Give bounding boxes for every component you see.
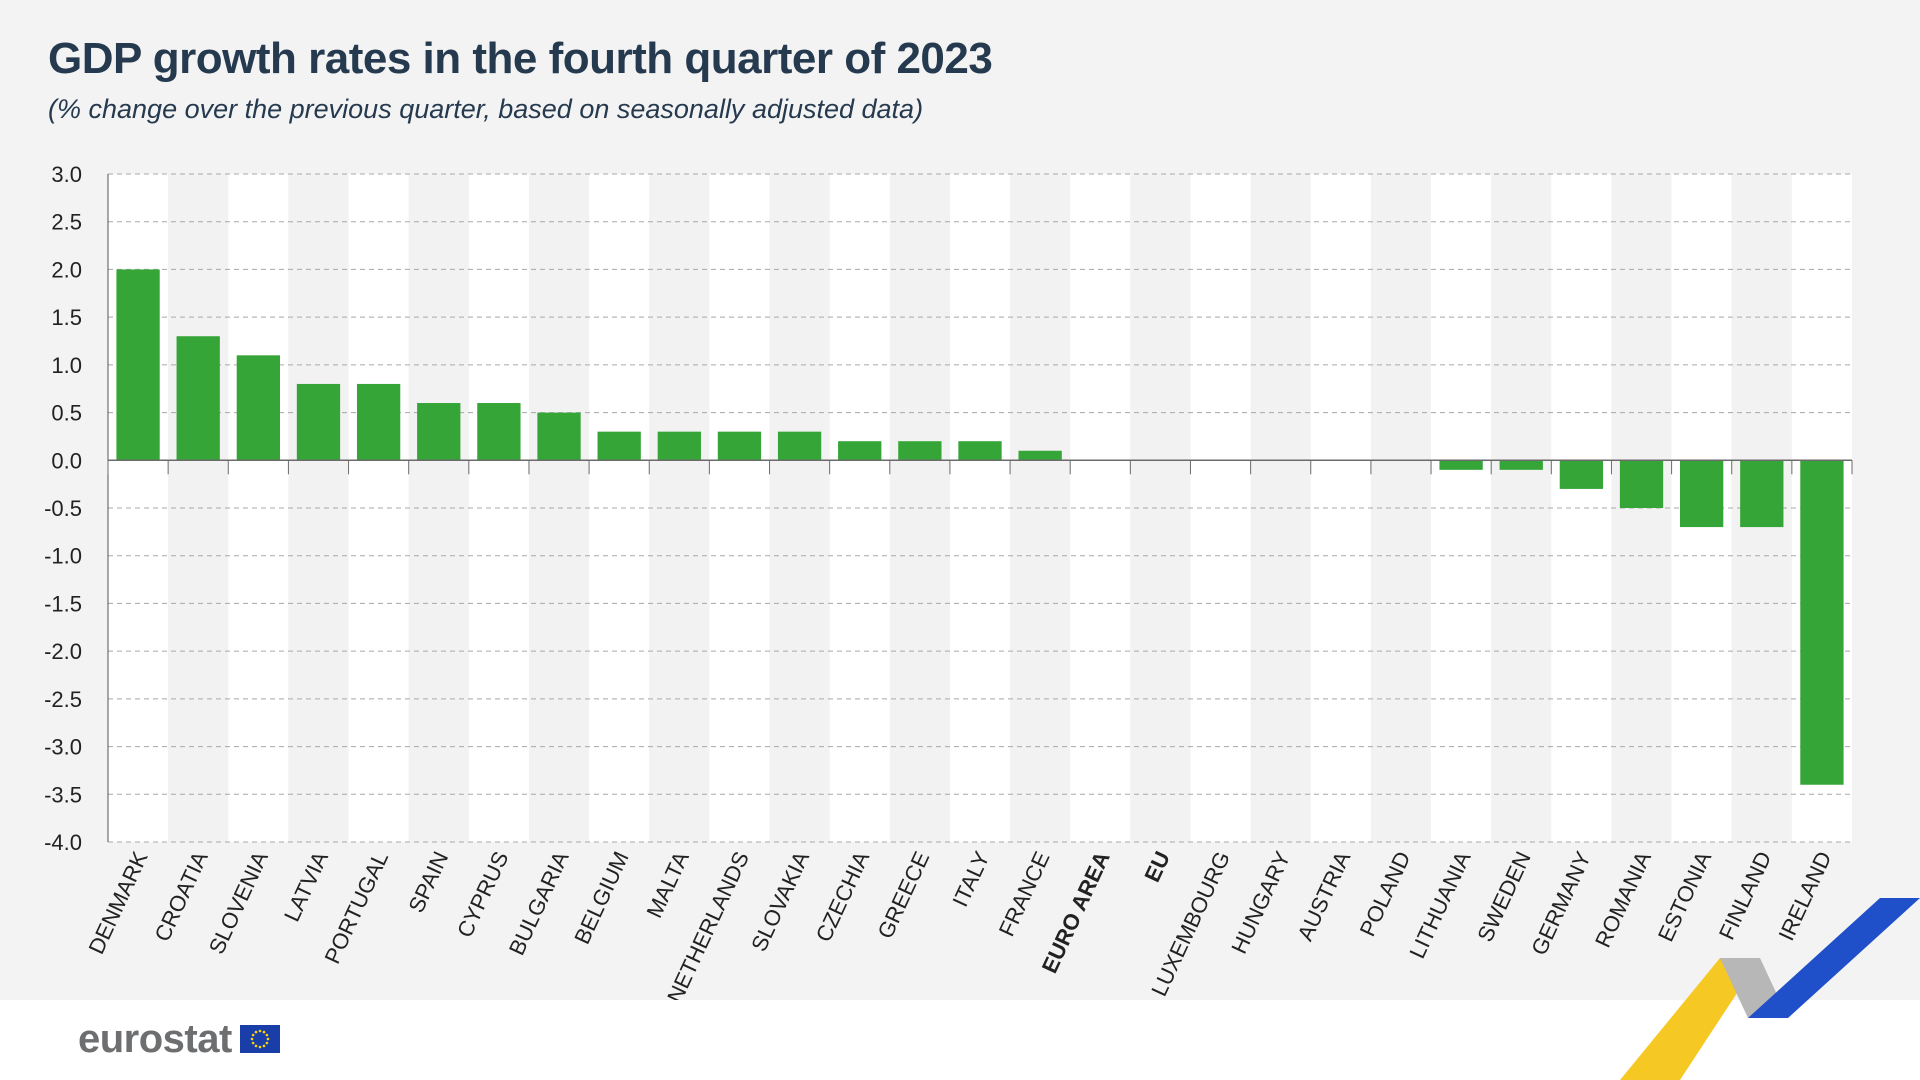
bar-portugal xyxy=(356,383,401,461)
x-tick-label: CROATIA xyxy=(149,847,212,945)
chart-title: GDP growth rates in the fourth quarter o… xyxy=(48,34,993,83)
bar-bulgaria xyxy=(537,412,581,461)
x-tick-label: CZECHIA xyxy=(811,847,875,945)
bar-italy xyxy=(958,441,1002,461)
bar-ireland xyxy=(1800,460,1844,785)
y-tick-label: 0.0 xyxy=(51,448,82,473)
x-tick-label: GREECE xyxy=(872,848,934,943)
bar-estonia xyxy=(1680,460,1724,528)
eu-flag-icon xyxy=(239,1025,280,1053)
y-tick-label: -2.5 xyxy=(44,687,82,712)
y-tick-label: 1.0 xyxy=(51,353,82,378)
eurostat-logo: eurostat xyxy=(78,1016,280,1062)
bar-cyprus xyxy=(477,403,521,461)
y-tick-label: 2.0 xyxy=(51,257,82,282)
x-tick-label: SLOVAKIA xyxy=(746,847,814,955)
y-tick-label: 3.0 xyxy=(51,162,82,187)
bar-germany xyxy=(1559,460,1604,489)
bar-croatia xyxy=(176,336,220,461)
y-tick-label: 0.5 xyxy=(51,401,82,426)
bar-latvia xyxy=(296,383,341,461)
x-tick-label: SPAIN xyxy=(403,848,453,917)
bar-czechia xyxy=(838,441,882,461)
y-tick-label: 2.5 xyxy=(51,210,82,235)
x-tick-label: MALTA xyxy=(642,847,694,921)
x-tick-label: GERMANY xyxy=(1526,847,1596,959)
bar-spain xyxy=(417,403,461,461)
x-tick-label: LATVIA xyxy=(279,847,333,925)
y-tick-label: -3.0 xyxy=(44,735,82,760)
x-tick-label: ITALY xyxy=(947,847,994,910)
x-tick-label: EU xyxy=(1139,848,1175,886)
y-tick-label: -1.0 xyxy=(44,544,82,569)
x-tick-label: BULGARIA xyxy=(504,847,574,959)
y-tick-label: -1.5 xyxy=(44,591,82,616)
chart-subtitle: (% change over the previous quarter, bas… xyxy=(48,94,924,124)
bar-belgium xyxy=(597,431,641,461)
x-tick-label: FRANCE xyxy=(994,848,1055,941)
bar-finland xyxy=(1740,460,1784,528)
bar-denmark xyxy=(116,269,160,461)
x-tick-label: HUNGARY xyxy=(1226,847,1295,957)
y-tick-label: -4.0 xyxy=(44,830,82,855)
x-tick-label: BELGIUM xyxy=(569,848,634,948)
eurostat-wordmark: eurostat xyxy=(78,1016,232,1061)
y-tick-label: -3.5 xyxy=(44,782,82,807)
y-tick-label: -0.5 xyxy=(44,496,82,521)
bar-greece xyxy=(898,441,942,461)
bar-lithuania xyxy=(1439,460,1483,470)
decorative-ribbon-icon xyxy=(1620,898,1920,1080)
bar-sweden xyxy=(1499,460,1543,470)
x-tick-label: POLAND xyxy=(1355,848,1416,941)
x-tick-label: AUSTRIA xyxy=(1292,847,1355,944)
bar-slovakia xyxy=(777,431,822,461)
y-tick-label: -2.0 xyxy=(44,639,82,664)
bar-romania xyxy=(1619,460,1664,508)
x-tick-label: SWEDEN xyxy=(1472,848,1535,946)
x-tick-label: CYPRUS xyxy=(452,848,513,942)
bar-malta xyxy=(657,431,701,461)
bar-netherlands xyxy=(717,431,762,461)
bar-chart: 3.0 2.5 2.0 1.5 1.0 0.5 0.0 -0.5 -1.0 -1.5 -2.0 -2.… xyxy=(44,162,1853,1000)
x-tick-label: DENMARK xyxy=(83,847,152,958)
x-tick-label: SLOVENIA xyxy=(204,847,273,958)
y-tick-label: 1.5 xyxy=(51,305,82,330)
x-tick-label: PORTUGAL xyxy=(320,848,394,968)
bar-slovenia xyxy=(236,355,280,461)
x-tick-label: LITHUANIA xyxy=(1404,847,1475,962)
bar-france xyxy=(1018,450,1062,461)
